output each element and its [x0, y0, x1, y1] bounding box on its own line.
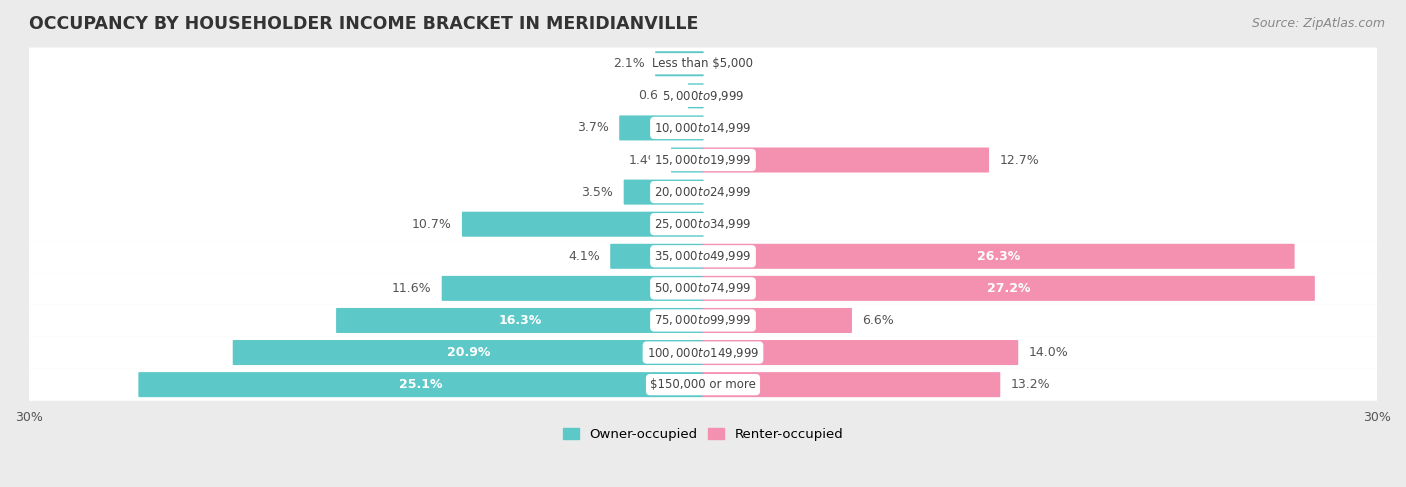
- FancyBboxPatch shape: [688, 83, 703, 108]
- Text: 3.5%: 3.5%: [581, 186, 613, 199]
- Text: $15,000 to $19,999: $15,000 to $19,999: [654, 153, 752, 167]
- Text: 10.7%: 10.7%: [412, 218, 451, 231]
- FancyBboxPatch shape: [610, 244, 703, 269]
- FancyBboxPatch shape: [28, 304, 1378, 337]
- FancyBboxPatch shape: [624, 180, 703, 205]
- Text: OCCUPANCY BY HOUSEHOLDER INCOME BRACKET IN MERIDIANVILLE: OCCUPANCY BY HOUSEHOLDER INCOME BRACKET …: [30, 15, 699, 33]
- Legend: Owner-occupied, Renter-occupied: Owner-occupied, Renter-occupied: [558, 422, 848, 446]
- FancyBboxPatch shape: [619, 115, 703, 140]
- FancyBboxPatch shape: [703, 308, 852, 333]
- Text: 3.7%: 3.7%: [576, 121, 609, 134]
- Text: 25.1%: 25.1%: [399, 378, 443, 391]
- FancyBboxPatch shape: [703, 148, 988, 172]
- FancyBboxPatch shape: [655, 51, 703, 76]
- FancyBboxPatch shape: [441, 276, 703, 301]
- FancyBboxPatch shape: [28, 112, 1378, 144]
- Text: $20,000 to $24,999: $20,000 to $24,999: [654, 185, 752, 199]
- Text: 11.6%: 11.6%: [391, 282, 432, 295]
- FancyBboxPatch shape: [463, 212, 703, 237]
- Text: 13.2%: 13.2%: [1011, 378, 1050, 391]
- FancyBboxPatch shape: [336, 308, 703, 333]
- Text: $25,000 to $34,999: $25,000 to $34,999: [654, 217, 752, 231]
- Text: $5,000 to $9,999: $5,000 to $9,999: [662, 89, 744, 103]
- Text: 16.3%: 16.3%: [498, 314, 541, 327]
- Text: 4.1%: 4.1%: [568, 250, 599, 263]
- Text: 1.4%: 1.4%: [628, 153, 661, 167]
- FancyBboxPatch shape: [28, 240, 1378, 273]
- Text: $10,000 to $14,999: $10,000 to $14,999: [654, 121, 752, 135]
- FancyBboxPatch shape: [703, 276, 1315, 301]
- FancyBboxPatch shape: [28, 80, 1378, 112]
- FancyBboxPatch shape: [138, 372, 703, 397]
- FancyBboxPatch shape: [28, 48, 1378, 80]
- Text: 0.64%: 0.64%: [638, 89, 678, 102]
- Text: 2.1%: 2.1%: [613, 57, 644, 70]
- FancyBboxPatch shape: [28, 337, 1378, 369]
- Text: Less than $5,000: Less than $5,000: [652, 57, 754, 70]
- Text: $75,000 to $99,999: $75,000 to $99,999: [654, 314, 752, 327]
- FancyBboxPatch shape: [233, 340, 703, 365]
- FancyBboxPatch shape: [703, 244, 1295, 269]
- Text: 27.2%: 27.2%: [987, 282, 1031, 295]
- FancyBboxPatch shape: [28, 144, 1378, 176]
- FancyBboxPatch shape: [28, 176, 1378, 208]
- Text: 26.3%: 26.3%: [977, 250, 1021, 263]
- Text: 20.9%: 20.9%: [447, 346, 489, 359]
- Text: Source: ZipAtlas.com: Source: ZipAtlas.com: [1251, 17, 1385, 30]
- FancyBboxPatch shape: [28, 208, 1378, 241]
- Text: $150,000 or more: $150,000 or more: [650, 378, 756, 391]
- FancyBboxPatch shape: [703, 372, 1000, 397]
- FancyBboxPatch shape: [703, 340, 1018, 365]
- Text: 14.0%: 14.0%: [1029, 346, 1069, 359]
- Text: 12.7%: 12.7%: [1000, 153, 1039, 167]
- FancyBboxPatch shape: [28, 369, 1378, 401]
- Text: $35,000 to $49,999: $35,000 to $49,999: [654, 249, 752, 263]
- Text: 6.6%: 6.6%: [862, 314, 894, 327]
- FancyBboxPatch shape: [671, 148, 703, 172]
- Text: $100,000 to $149,999: $100,000 to $149,999: [647, 346, 759, 359]
- Text: $50,000 to $74,999: $50,000 to $74,999: [654, 281, 752, 296]
- FancyBboxPatch shape: [28, 272, 1378, 304]
